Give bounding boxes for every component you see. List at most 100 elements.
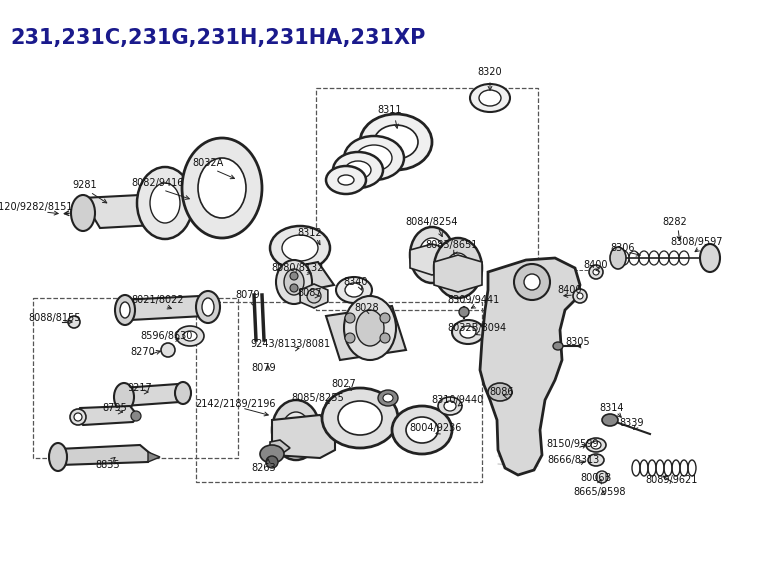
Ellipse shape	[470, 84, 510, 112]
Circle shape	[161, 343, 175, 357]
Ellipse shape	[120, 302, 130, 318]
Ellipse shape	[360, 114, 432, 170]
Text: 8835: 8835	[95, 460, 120, 470]
Polygon shape	[75, 406, 138, 425]
Text: 8305: 8305	[565, 337, 590, 347]
Text: 8309/9441: 8309/9441	[448, 295, 500, 305]
Ellipse shape	[444, 401, 456, 411]
Text: 8080/8132: 8080/8132	[272, 263, 324, 273]
Circle shape	[514, 264, 550, 300]
Ellipse shape	[438, 397, 462, 415]
Circle shape	[290, 272, 298, 280]
Text: 8263: 8263	[251, 463, 276, 473]
Text: 9120/9282/8151: 9120/9282/8151	[0, 202, 73, 212]
Circle shape	[74, 413, 82, 421]
Ellipse shape	[137, 167, 193, 239]
Ellipse shape	[460, 326, 476, 338]
Ellipse shape	[344, 296, 396, 360]
Ellipse shape	[356, 310, 384, 346]
Text: 8666/8313: 8666/8313	[547, 455, 599, 465]
Polygon shape	[118, 296, 210, 320]
Polygon shape	[326, 306, 406, 360]
Text: 9281: 9281	[73, 180, 98, 190]
Text: 8021/8022: 8021/8022	[132, 295, 184, 305]
Ellipse shape	[419, 238, 445, 272]
Ellipse shape	[150, 183, 180, 223]
Ellipse shape	[322, 388, 398, 448]
Ellipse shape	[479, 90, 501, 106]
Text: 8340: 8340	[344, 277, 368, 287]
Ellipse shape	[488, 383, 512, 401]
Polygon shape	[278, 262, 334, 293]
Text: 8311: 8311	[378, 105, 402, 115]
Text: 8150/9599: 8150/9599	[547, 439, 600, 449]
Ellipse shape	[344, 136, 404, 180]
Text: 8306: 8306	[611, 243, 635, 253]
Ellipse shape	[139, 190, 171, 230]
Ellipse shape	[175, 382, 191, 404]
Ellipse shape	[357, 306, 367, 314]
Ellipse shape	[148, 200, 162, 220]
Ellipse shape	[338, 401, 382, 435]
Text: 8795: 8795	[103, 403, 127, 413]
Text: 9217: 9217	[128, 383, 152, 393]
Ellipse shape	[282, 412, 310, 448]
Text: 8308/9597: 8308/9597	[671, 237, 723, 247]
Ellipse shape	[610, 247, 626, 269]
Text: 8665/9598: 8665/9598	[574, 487, 626, 497]
Polygon shape	[148, 452, 160, 462]
Text: 8089/9621: 8089/9621	[646, 475, 698, 485]
Text: 8084/8254: 8084/8254	[406, 217, 458, 227]
Ellipse shape	[352, 302, 372, 318]
Text: 8088/8155: 8088/8155	[29, 313, 81, 323]
Ellipse shape	[406, 417, 438, 443]
Text: 8028: 8028	[355, 303, 379, 313]
Text: 8085/8255: 8085/8255	[291, 393, 344, 403]
Polygon shape	[116, 384, 186, 406]
Ellipse shape	[434, 238, 482, 298]
Text: 8082/9416: 8082/9416	[132, 178, 184, 188]
Circle shape	[459, 307, 469, 317]
Text: 8400: 8400	[584, 260, 609, 270]
Text: 2142/2189/2196: 2142/2189/2196	[195, 399, 276, 409]
Circle shape	[573, 289, 587, 303]
Ellipse shape	[452, 320, 484, 344]
Ellipse shape	[260, 445, 284, 463]
Text: 8006B: 8006B	[581, 473, 612, 483]
Ellipse shape	[586, 438, 606, 452]
Ellipse shape	[336, 277, 372, 303]
Ellipse shape	[182, 138, 262, 238]
Polygon shape	[82, 195, 155, 228]
Polygon shape	[300, 284, 328, 308]
Text: 231,231C,231G,231H,231HA,231XP: 231,231C,231G,231H,231HA,231XP	[10, 28, 425, 48]
Text: 8320: 8320	[478, 67, 503, 77]
Ellipse shape	[446, 253, 470, 283]
Ellipse shape	[115, 295, 135, 325]
Text: 9243/8133/8081: 9243/8133/8081	[250, 339, 330, 349]
Text: 8079: 8079	[251, 363, 276, 373]
Text: 8079: 8079	[235, 290, 260, 300]
Circle shape	[596, 471, 608, 483]
Polygon shape	[272, 415, 335, 458]
Ellipse shape	[272, 400, 320, 460]
Text: 8032B/8094: 8032B/8094	[447, 323, 506, 333]
Ellipse shape	[588, 454, 604, 466]
Ellipse shape	[176, 326, 204, 346]
Text: 8312: 8312	[298, 228, 322, 238]
Ellipse shape	[700, 244, 720, 272]
Ellipse shape	[591, 441, 601, 449]
Circle shape	[266, 456, 278, 468]
Polygon shape	[270, 440, 290, 455]
Ellipse shape	[356, 145, 392, 171]
Polygon shape	[410, 244, 454, 275]
Ellipse shape	[114, 383, 134, 411]
Ellipse shape	[198, 158, 246, 218]
Ellipse shape	[284, 269, 304, 295]
Ellipse shape	[196, 291, 220, 323]
Text: 8310/9440: 8310/9440	[432, 395, 484, 405]
Ellipse shape	[71, 195, 95, 231]
Text: 8282: 8282	[662, 217, 687, 227]
Polygon shape	[480, 258, 580, 475]
Circle shape	[68, 316, 80, 328]
Ellipse shape	[392, 406, 452, 454]
